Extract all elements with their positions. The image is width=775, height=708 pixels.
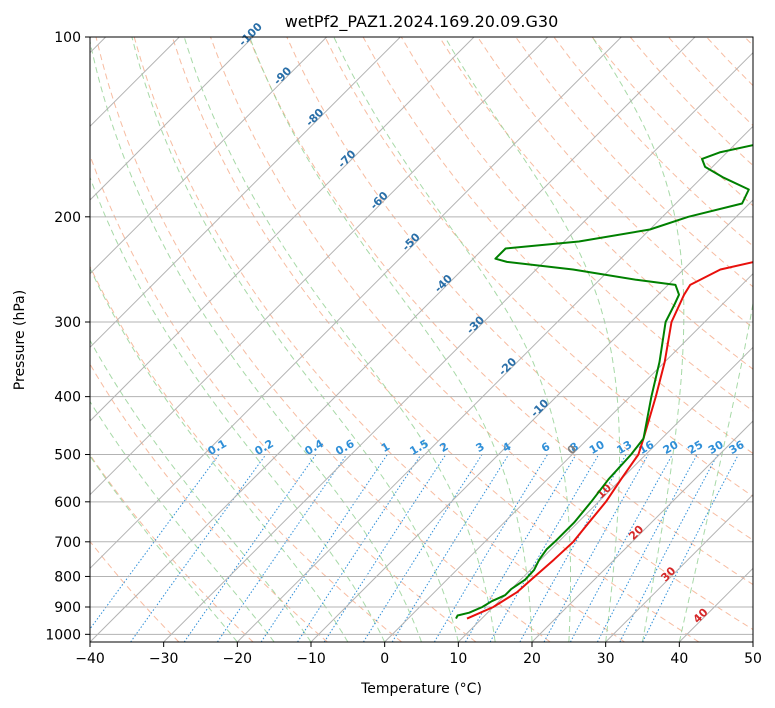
dry-adiabat xyxy=(515,37,753,288)
mixing-ratio-line xyxy=(216,454,348,642)
x-tick-label: −40 xyxy=(75,651,105,667)
moist-adiabat xyxy=(678,300,753,642)
isotherm xyxy=(531,420,753,642)
dry-adiabat xyxy=(248,37,753,586)
dry-adiabat xyxy=(90,363,328,642)
dry-adiabat xyxy=(171,37,700,642)
x-tick-label: −30 xyxy=(149,651,179,667)
dry-adiabat xyxy=(477,37,753,329)
y-tick-label: 200 xyxy=(54,210,81,226)
dry-adiabat xyxy=(438,37,753,370)
x-tick-label: −20 xyxy=(223,651,253,667)
dry-adiabat xyxy=(210,37,753,631)
dry-adiabat xyxy=(286,37,753,541)
y-axis: 100 200 300 400 500 600 700 800 900 1000 xyxy=(45,30,90,643)
y-tick-label: 1000 xyxy=(45,627,81,643)
isotherm xyxy=(310,199,753,642)
mixing-ratio-line xyxy=(642,454,739,642)
profiles xyxy=(455,144,753,620)
dry-adiabat xyxy=(90,453,254,642)
isotherm xyxy=(384,272,753,642)
isotherm xyxy=(90,37,696,642)
y-tick-label: 700 xyxy=(54,535,81,551)
mixing-ratio-line xyxy=(433,454,548,642)
isotherm xyxy=(90,37,549,496)
mixing-ratio-line xyxy=(464,454,577,642)
dewpoint-profile xyxy=(455,144,753,620)
plot-frame xyxy=(89,36,754,643)
y-axis-label: Pressure (hPa) xyxy=(12,290,28,390)
background-lines xyxy=(90,37,753,642)
y-tick-label: 600 xyxy=(54,495,81,511)
isotherm xyxy=(457,346,753,642)
isotherm xyxy=(90,37,622,570)
moist-adiabat xyxy=(591,37,685,642)
moist-adiabat xyxy=(249,37,533,642)
x-axis-label: Temperature (°C) xyxy=(360,681,482,697)
x-tick-label: −10 xyxy=(296,651,326,667)
dry-adiabat xyxy=(400,37,753,412)
mixing-ratio-line xyxy=(323,454,447,642)
mixing-ratio-line xyxy=(489,454,600,642)
mixing-ratio-line xyxy=(543,454,649,642)
isotherm xyxy=(163,51,753,642)
x-tick-label: 50 xyxy=(744,651,762,667)
x-tick-label: 30 xyxy=(597,651,615,667)
plot-background xyxy=(90,37,753,642)
y-tick-label: 100 xyxy=(54,30,81,46)
mixing-ratio-line xyxy=(297,454,422,642)
moist-adiabat xyxy=(90,400,275,642)
y-tick-label: 400 xyxy=(54,390,81,406)
moist-adiabat xyxy=(90,454,238,642)
x-axis: −40 −30 −20 −10 0 10 20 30 40 50 xyxy=(75,642,762,667)
isotherm xyxy=(90,37,475,422)
moist-adiabat xyxy=(183,37,496,642)
isotherm xyxy=(90,37,401,349)
dry-adiabat xyxy=(90,153,477,642)
dry-adiabat xyxy=(362,37,753,455)
moist-adiabat xyxy=(90,176,386,642)
moist-adiabat xyxy=(333,37,571,642)
moist-adiabat xyxy=(90,339,312,642)
isotherm xyxy=(605,493,753,642)
temperature-profile xyxy=(466,261,753,620)
chart-title: wetPf2_PAZ1.2024.169.20.09.G30 xyxy=(285,12,559,32)
dry-adiabat xyxy=(324,37,753,498)
x-tick-label: 0 xyxy=(380,651,389,667)
x-tick-label: 40 xyxy=(670,651,688,667)
moist-adiabat xyxy=(90,38,422,642)
y-tick-label: 500 xyxy=(54,448,81,464)
isotherm xyxy=(90,37,328,275)
y-tick-label: 300 xyxy=(54,315,81,331)
x-tick-label: 10 xyxy=(449,651,467,667)
moist-adiabat xyxy=(131,37,459,642)
moist-adiabat xyxy=(444,37,620,642)
mixing-ratio-line xyxy=(519,454,627,642)
x-tick-label: 20 xyxy=(523,651,541,667)
y-tick-label: 800 xyxy=(54,569,81,585)
mixing-ratio-line xyxy=(90,454,220,630)
isotherm xyxy=(752,641,753,642)
isotherm xyxy=(236,125,753,642)
mixing-ratio-line xyxy=(183,454,317,642)
mixing-ratio-line xyxy=(569,454,673,642)
isotherm xyxy=(90,37,254,201)
mixing-ratio-line xyxy=(362,454,483,642)
y-tick-label: 900 xyxy=(54,600,81,616)
